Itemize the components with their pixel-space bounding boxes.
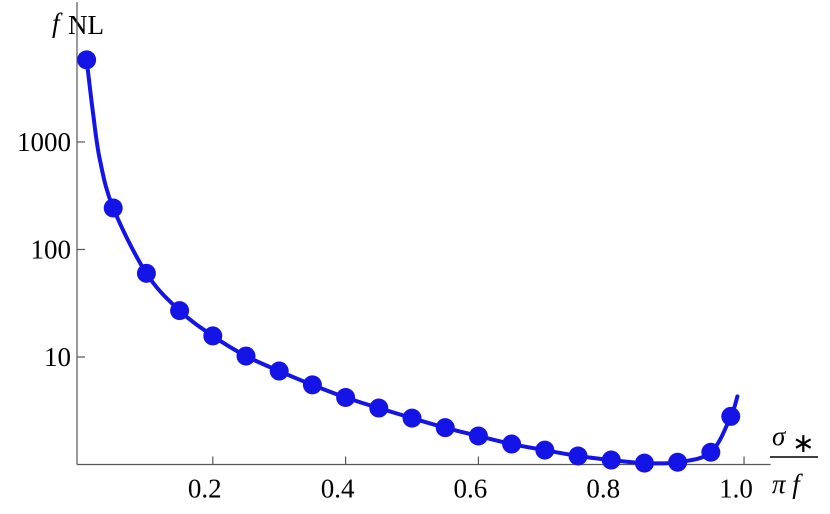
data-point (721, 406, 741, 426)
data-point (369, 398, 389, 418)
x-tick-label: 1.0 (719, 474, 753, 504)
curve (84, 57, 740, 466)
data-point (468, 426, 488, 446)
y-label-sub: NL (68, 10, 104, 40)
data-point (77, 50, 97, 70)
data-point (502, 434, 522, 454)
data-point (701, 442, 721, 462)
y-tick-label: 100 (31, 234, 72, 264)
x-label-numerator-sub: ∗ (792, 428, 815, 458)
x-tick-label: 0.2 (188, 474, 222, 504)
data-point (236, 346, 256, 366)
x-tick-label: 0.4 (321, 474, 355, 504)
y-label: f (52, 8, 63, 38)
y-tick-label: 10 (44, 342, 71, 372)
x-label-numerator: σ (772, 421, 787, 451)
data-point (136, 263, 156, 283)
data-point (269, 361, 289, 381)
data-point (668, 452, 688, 472)
data-point (336, 387, 356, 407)
x-tick-label: 0.6 (454, 474, 488, 504)
data-point (203, 326, 223, 346)
data-point (402, 408, 422, 428)
data-point (170, 301, 190, 321)
data-point (103, 198, 123, 218)
y-tick-label: 1000 (17, 127, 71, 157)
data-point (535, 440, 555, 460)
data-point (435, 418, 455, 438)
x-tick-label: 0.8 (586, 474, 620, 504)
data-point (302, 375, 322, 395)
x-label-denominator: π f (772, 469, 803, 499)
data-point (601, 450, 621, 470)
data-point (634, 453, 654, 473)
data-point (568, 446, 588, 466)
